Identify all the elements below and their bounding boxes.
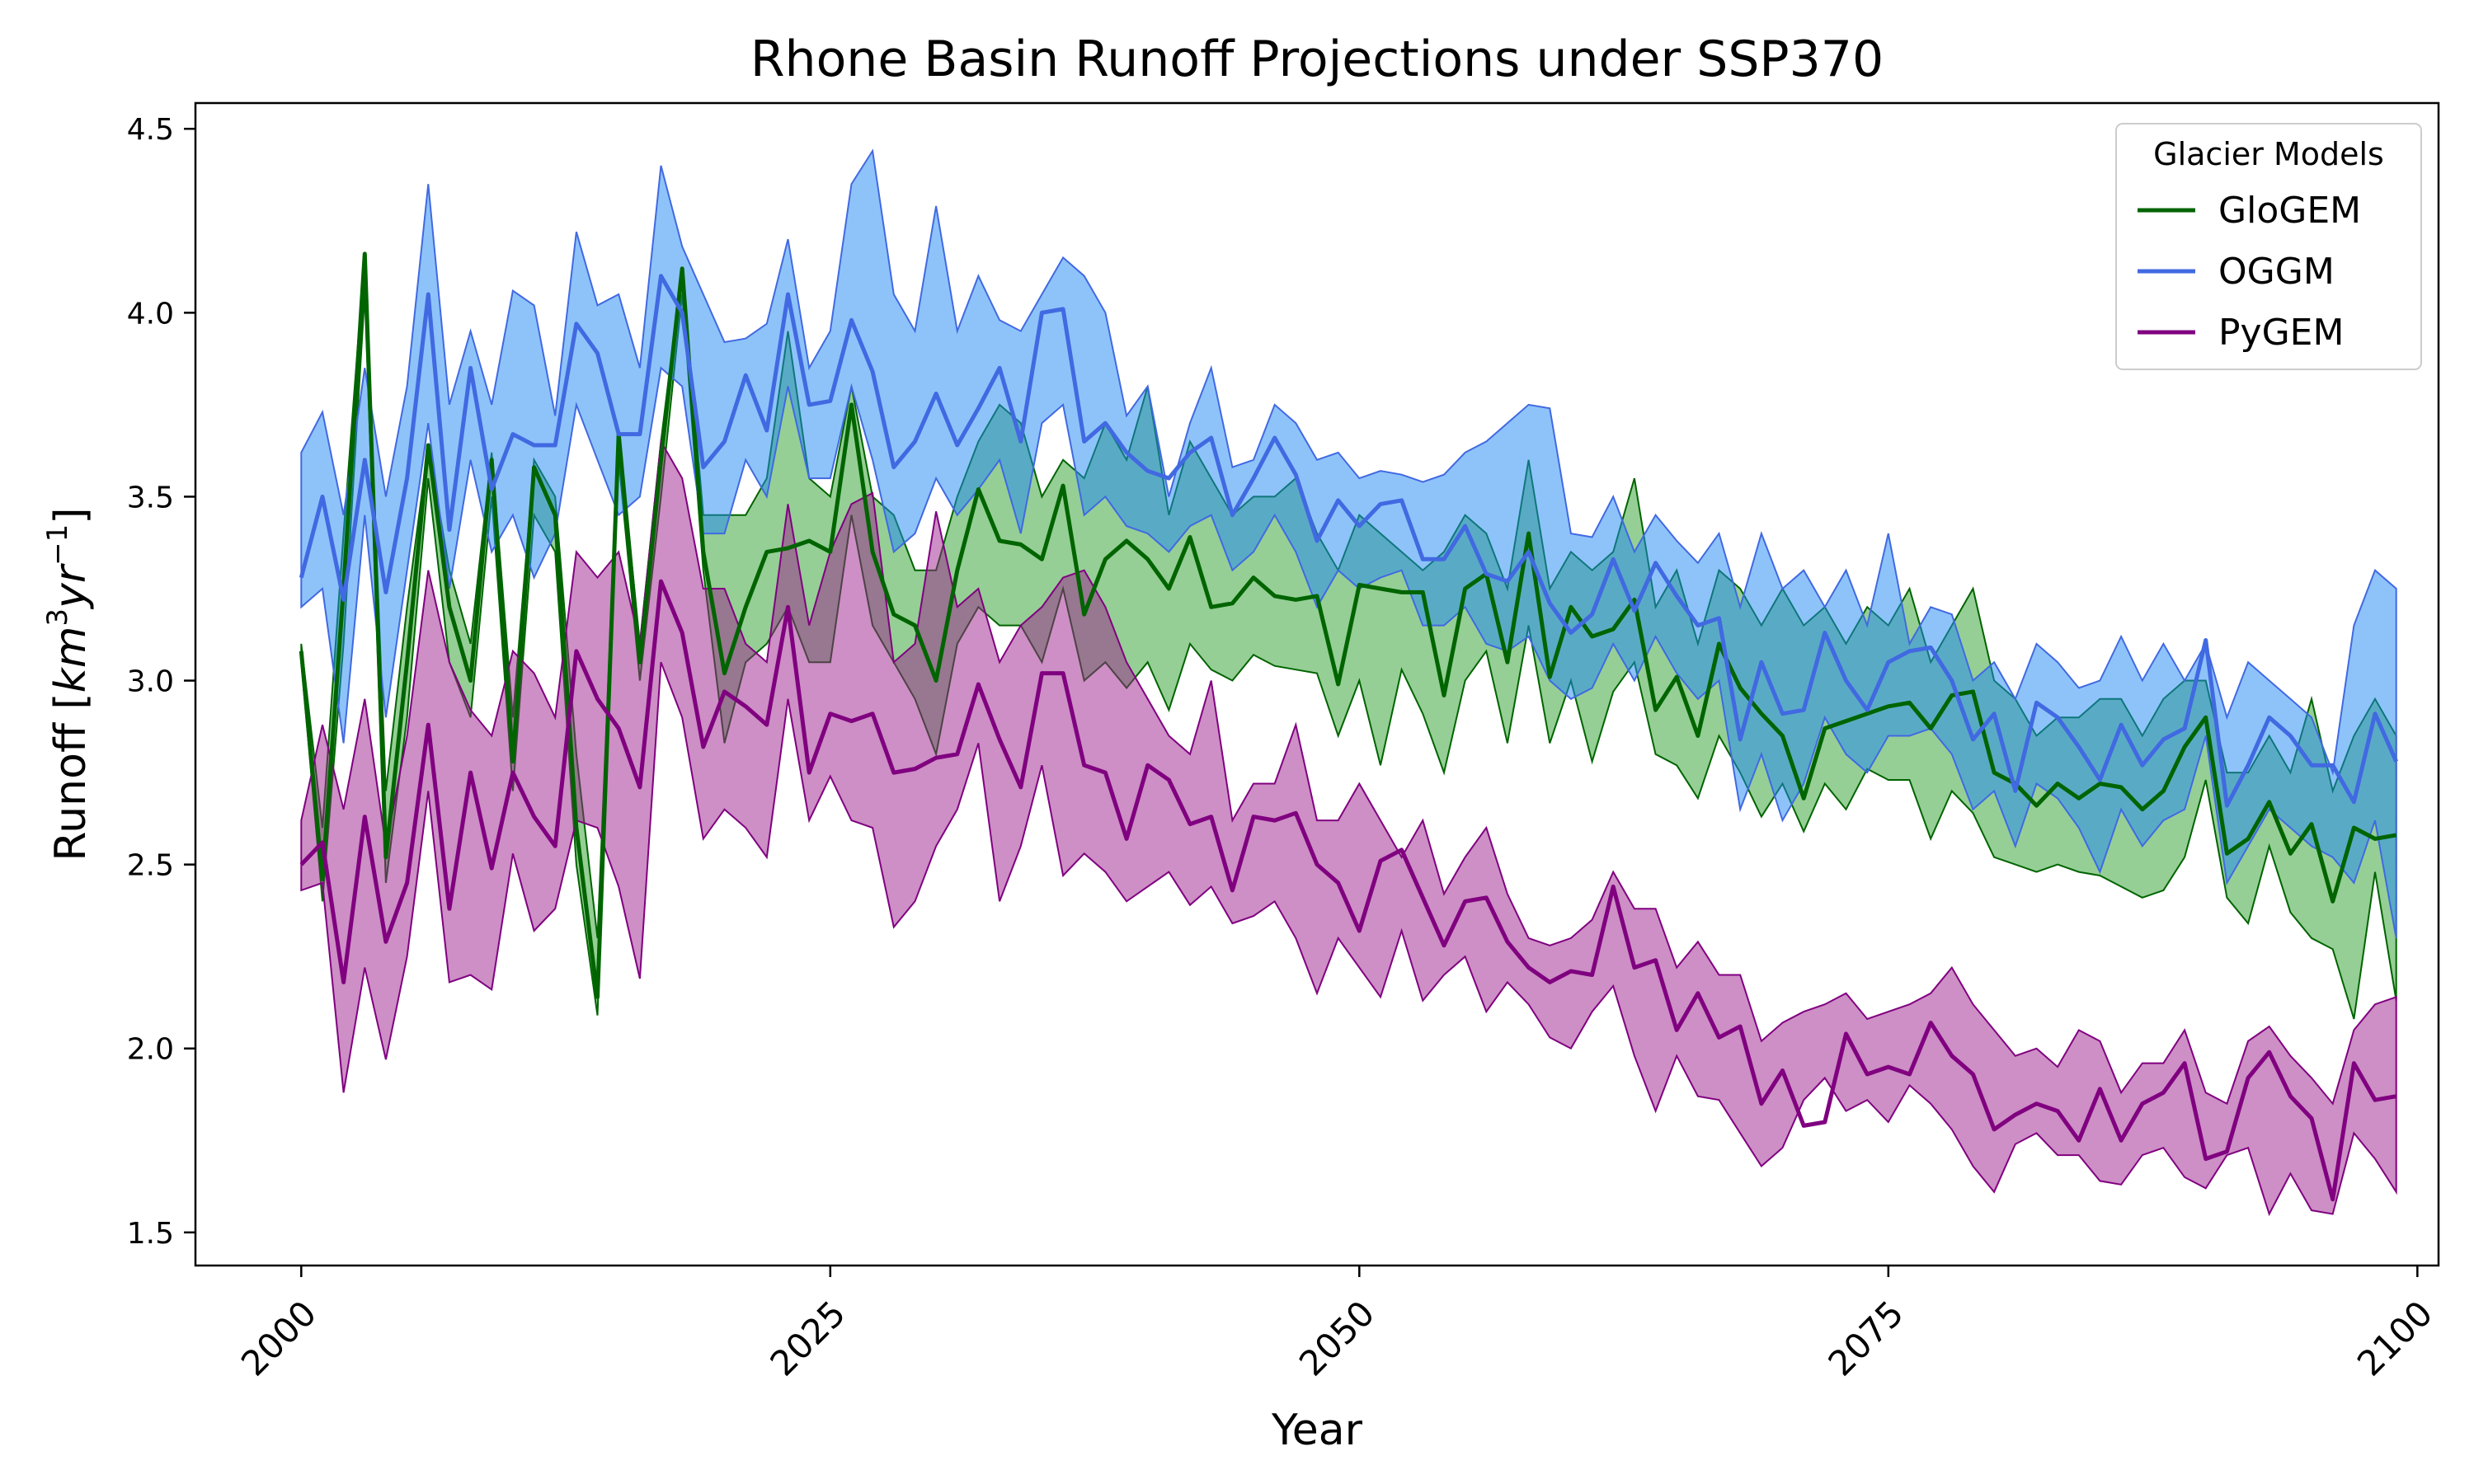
pygem-band [300, 439, 2397, 1217]
y-tick-label: 4.0 [127, 297, 174, 331]
y-tick-label: 2.0 [127, 1033, 174, 1067]
oggm-band [300, 148, 2397, 939]
y-axis-label-unit-mid: yr [46, 562, 96, 610]
glogem-line [299, 251, 2397, 999]
y-tick-label: 4.5 [127, 113, 174, 147]
legend: Glacier Models GloGEM OGGM PyGEM [2115, 123, 2422, 370]
series-lines [299, 251, 2398, 1202]
legend-title: Glacier Models [2153, 136, 2384, 172]
y-axis-label-unit-sup1: 3 [41, 608, 74, 627]
y-axis-label-main: Runoff [ [46, 693, 96, 861]
y-axis-label-unit-base: km [46, 627, 96, 693]
plot-frame [194, 101, 2440, 1267]
y-axis-label-unit-sup2: −1 [41, 524, 74, 566]
y-axis-ticks: 1.5 2.0 2.5 3.0 3.5 4.0 4.5 [127, 113, 195, 1251]
x-axis-label: Year [1271, 1406, 1363, 1455]
glogem-legend-label: GloGEM [2218, 190, 2361, 232]
y-tick-label: 2.5 [127, 849, 174, 883]
pygem-legend-label: PyGEM [2218, 312, 2344, 354]
y-axis-label-close: ] [46, 507, 96, 524]
chart-title: Rhone Basin Runoff Projections under SSP… [750, 31, 1884, 88]
pygem-line [299, 579, 2397, 1202]
oggm-legend-label: OGGM [2218, 251, 2335, 293]
y-tick-label: 3.5 [127, 481, 174, 514]
y-axis-label: Runoff [km3yr−1] [41, 507, 96, 861]
legend-box [2115, 123, 2422, 370]
oggm-line [299, 274, 2398, 808]
y-tick-label: 1.5 [127, 1217, 174, 1251]
y-tick-label: 3.0 [127, 665, 174, 699]
legend-items: GloGEM OGGM PyGEM [2138, 190, 2361, 354]
